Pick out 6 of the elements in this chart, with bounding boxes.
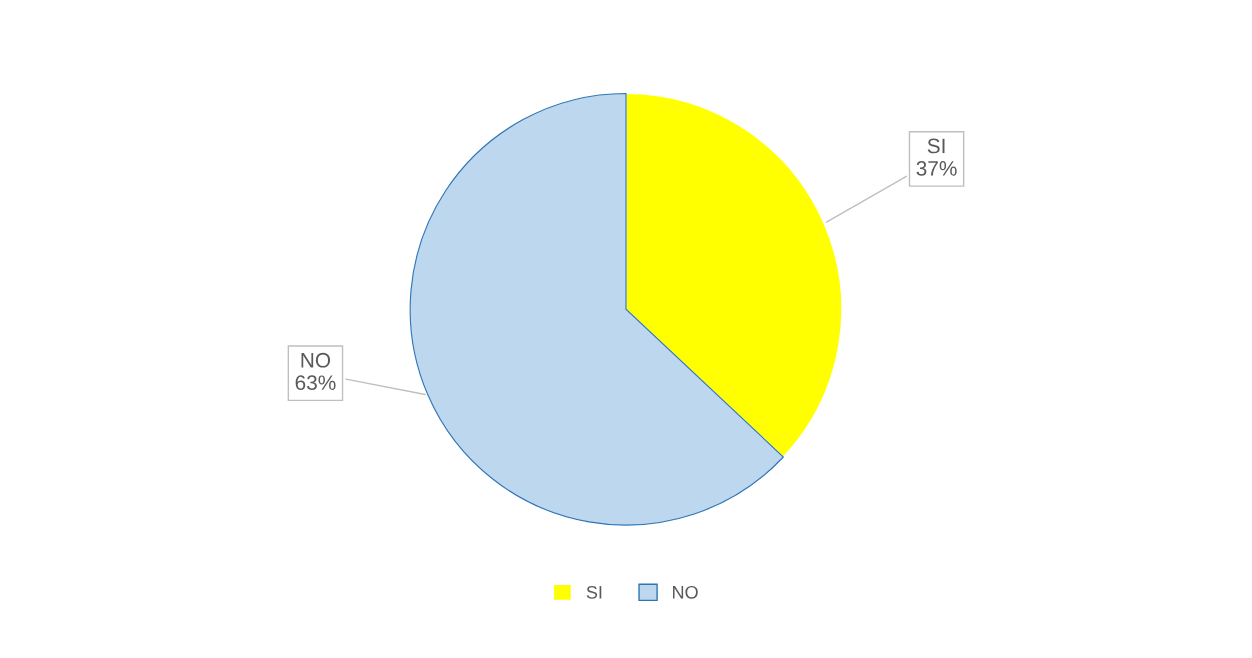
legend-label: SI	[586, 585, 602, 599]
data-label: 37%	[916, 161, 957, 176]
slice-label: NO	[301, 352, 331, 368]
legend-label: NO	[673, 585, 698, 599]
data-label: 63%	[295, 375, 336, 391]
slice-label: SI	[927, 138, 945, 154]
